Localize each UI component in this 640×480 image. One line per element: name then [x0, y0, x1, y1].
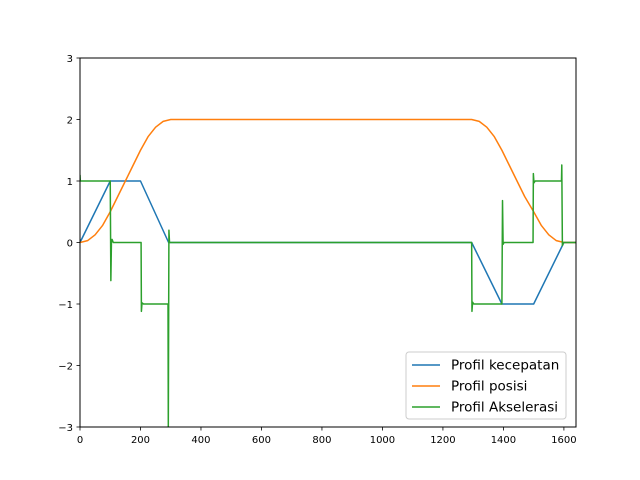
legend-label-1: Profil kecepatan: [451, 358, 559, 374]
legend-label-3: Profil Akselerasi: [451, 400, 558, 416]
legend-label-2: Profil posisi: [451, 379, 527, 395]
y-tick-label: −2: [58, 362, 73, 373]
x-tick-label: 400: [191, 435, 210, 446]
x-tick-label: 200: [131, 435, 150, 446]
y-tick-label: 3: [67, 54, 73, 65]
legend: Profil kecepatan Profil posisi Profil Akse…: [405, 351, 567, 420]
y-tick-label: 2: [67, 116, 73, 127]
y-tick-label: 1: [67, 177, 73, 188]
series-line-2: [80, 118, 576, 244]
x-tick-label: 1600: [551, 435, 576, 446]
x-axis: 0 200 400 600 800 1000 1200 1400 1600: [77, 427, 577, 446]
x-tick-label: 1400: [491, 435, 516, 446]
series-line-3: [80, 164, 576, 427]
y-tick-label: 0: [67, 239, 73, 250]
x-tick-label: 800: [312, 435, 331, 446]
x-tick-label: 0: [77, 435, 83, 446]
legend-box: [405, 351, 567, 420]
x-tick-label: 600: [252, 435, 271, 446]
x-tick-label: 1200: [430, 435, 455, 446]
x-tick-label: 1000: [370, 435, 395, 446]
legend-entries: Profil kecepatan Profil posisi Profil Akse…: [412, 358, 559, 416]
y-tick-label: −1: [58, 300, 73, 311]
y-tick-label: −3: [58, 423, 73, 434]
series-layer: [80, 118, 576, 427]
y-axis: −3 −2 −1 0 1 2 3: [58, 54, 80, 434]
